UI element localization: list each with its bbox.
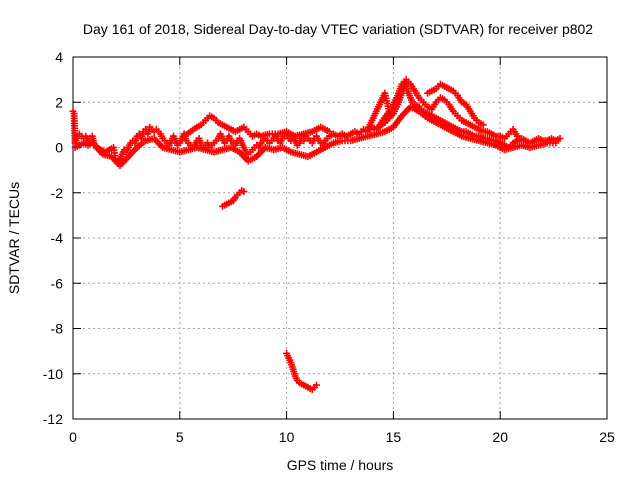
x-tick-label: 25 — [599, 429, 615, 445]
grid-lines — [73, 57, 607, 419]
y-tick-label: -12 — [43, 411, 63, 427]
y-tick-label: 4 — [55, 49, 63, 65]
y-tick-label: -10 — [43, 366, 63, 382]
x-tick-label: 20 — [492, 429, 508, 445]
data-point — [313, 381, 321, 389]
y-tick-label: -2 — [51, 185, 64, 201]
x-axis-title: GPS time / hours — [287, 457, 394, 473]
y-tick-labels: -12 -10 -8 -6 -4 -2 0 2 4 — [43, 49, 63, 427]
y-tick-label: -4 — [51, 230, 64, 246]
data-point — [556, 134, 564, 142]
data-point — [240, 188, 248, 196]
data-point — [325, 128, 333, 136]
x-tick-label: 10 — [279, 429, 295, 445]
axis-ticks — [72, 56, 608, 420]
chart-title: Day 161 of 2018, Sidereal Day-to-day VTE… — [83, 21, 593, 37]
y-tick-label: -8 — [51, 321, 64, 337]
data-point — [479, 121, 487, 129]
y-tick-label: 2 — [55, 94, 63, 110]
y-axis-title: SDTVAR / TECUs — [6, 182, 22, 294]
data-points — [69, 76, 564, 394]
data-point — [552, 139, 560, 147]
y-tick-label: -6 — [51, 275, 64, 291]
y-tick-label: 0 — [55, 140, 63, 156]
x-tick-label: 15 — [386, 429, 402, 445]
data-point — [518, 137, 526, 145]
x-tick-labels: 0 5 10 15 20 25 — [69, 429, 615, 445]
x-tick-label: 0 — [69, 429, 77, 445]
x-tick-label: 5 — [176, 429, 184, 445]
